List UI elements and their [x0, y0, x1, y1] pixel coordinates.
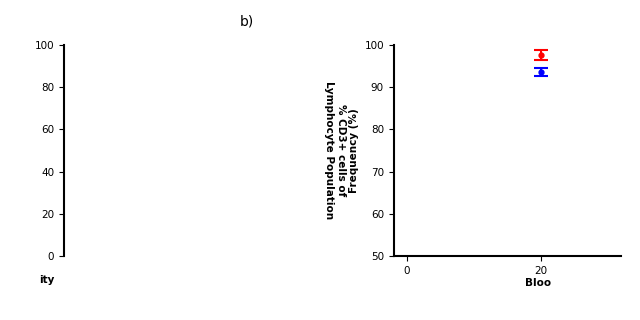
Text: b): b)	[239, 15, 253, 28]
Text: Bloo: Bloo	[525, 277, 552, 288]
Text: ity: ity	[39, 276, 54, 285]
Y-axis label: Frequency (%): Frequency (%)	[349, 108, 359, 193]
Y-axis label: % CD3+ cells of
Lymphocyte Population: % CD3+ cells of Lymphocyte Population	[324, 81, 346, 220]
